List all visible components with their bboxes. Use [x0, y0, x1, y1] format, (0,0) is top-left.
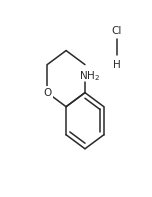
Text: H: H [113, 60, 121, 70]
Text: O: O [43, 88, 51, 98]
Text: NH$_2$: NH$_2$ [79, 69, 100, 83]
Text: Cl: Cl [112, 26, 122, 36]
